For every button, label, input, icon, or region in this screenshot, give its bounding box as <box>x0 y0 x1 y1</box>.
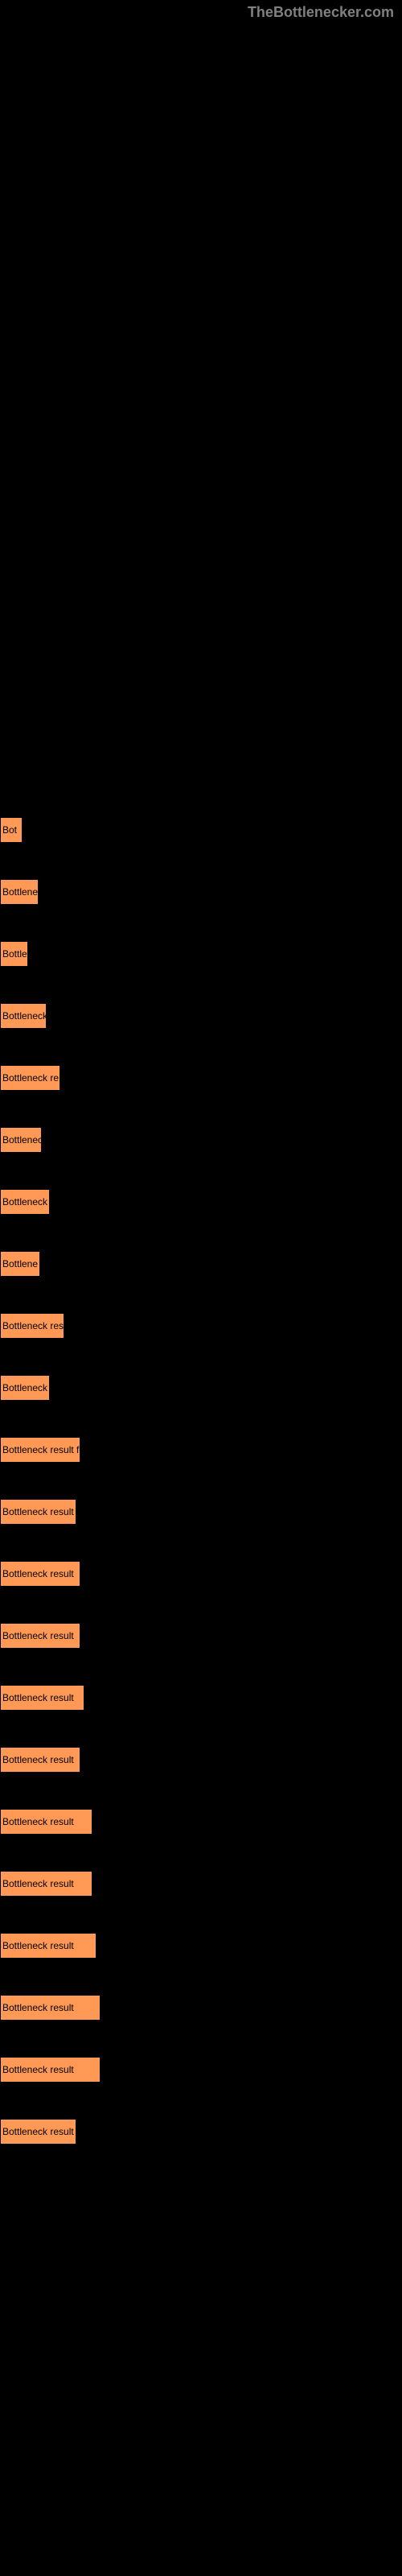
bar-9: Bottleneck <box>0 1375 50 1401</box>
watermark-text: TheBottlenecker.com <box>248 4 394 21</box>
bar-row: Bottleneck result <box>0 1685 402 1711</box>
bar-row: Bottleneck res <box>0 1313 402 1339</box>
bar-7: Bottlene <box>0 1251 40 1277</box>
bar-row: Bottleneck <box>0 1375 402 1401</box>
bar-row: Bottleneck result <box>0 1561 402 1587</box>
bar-row: Bottleneck re <box>0 1065 402 1091</box>
bar-15: Bottleneck result <box>0 1747 80 1773</box>
bar-row: Bottleneck result <box>0 1747 402 1773</box>
bar-4: Bottleneck re <box>0 1065 60 1091</box>
bar-row: Bottleneck result <box>0 2119 402 2145</box>
bar-18: Bottleneck result <box>0 1933 96 1959</box>
bar-20: Bottleneck result <box>0 2057 100 2083</box>
bar-14: Bottleneck result <box>0 1685 84 1711</box>
bar-10: Bottleneck result f <box>0 1437 80 1463</box>
bar-21: Bottleneck result <box>0 2119 76 2145</box>
bar-1: Bottlene <box>0 879 39 905</box>
bar-16: Bottleneck result <box>0 1809 92 1835</box>
bar-row: Bottleneck <box>0 1003 402 1029</box>
bar-2: Bottle <box>0 941 28 967</box>
bar-row: Bottleneck result <box>0 1623 402 1649</box>
bar-row: Bottleneck result <box>0 1809 402 1835</box>
bar-row: Bottlene <box>0 879 402 905</box>
bar-12: Bottleneck result <box>0 1561 80 1587</box>
bar-row: Bottlenec <box>0 1127 402 1153</box>
bar-3: Bottleneck <box>0 1003 47 1029</box>
bar-row: Bottleneck result <box>0 1995 402 2021</box>
bar-row: Bottlene <box>0 1251 402 1277</box>
bar-row: Bot <box>0 817 402 843</box>
bar-6: Bottleneck <box>0 1189 50 1215</box>
bar-row: Bottleneck result f <box>0 1437 402 1463</box>
bar-row: Bottleneck result <box>0 1499 402 1525</box>
bar-0: Bot <box>0 817 23 843</box>
bar-row: Bottleneck result <box>0 1871 402 1897</box>
bar-17: Bottleneck result <box>0 1871 92 1897</box>
bar-row: Bottleneck result <box>0 1933 402 1959</box>
bar-11: Bottleneck result <box>0 1499 76 1525</box>
bar-5: Bottlenec <box>0 1127 42 1153</box>
bar-8: Bottleneck res <box>0 1313 64 1339</box>
bar-row: Bottle <box>0 941 402 967</box>
bar-19: Bottleneck result <box>0 1995 100 2021</box>
bar-chart: Bot Bottlene Bottle Bottleneck Bottlenec… <box>0 0 402 2145</box>
bar-row: Bottleneck <box>0 1189 402 1215</box>
bar-row: Bottleneck result <box>0 2057 402 2083</box>
bar-13: Bottleneck result <box>0 1623 80 1649</box>
